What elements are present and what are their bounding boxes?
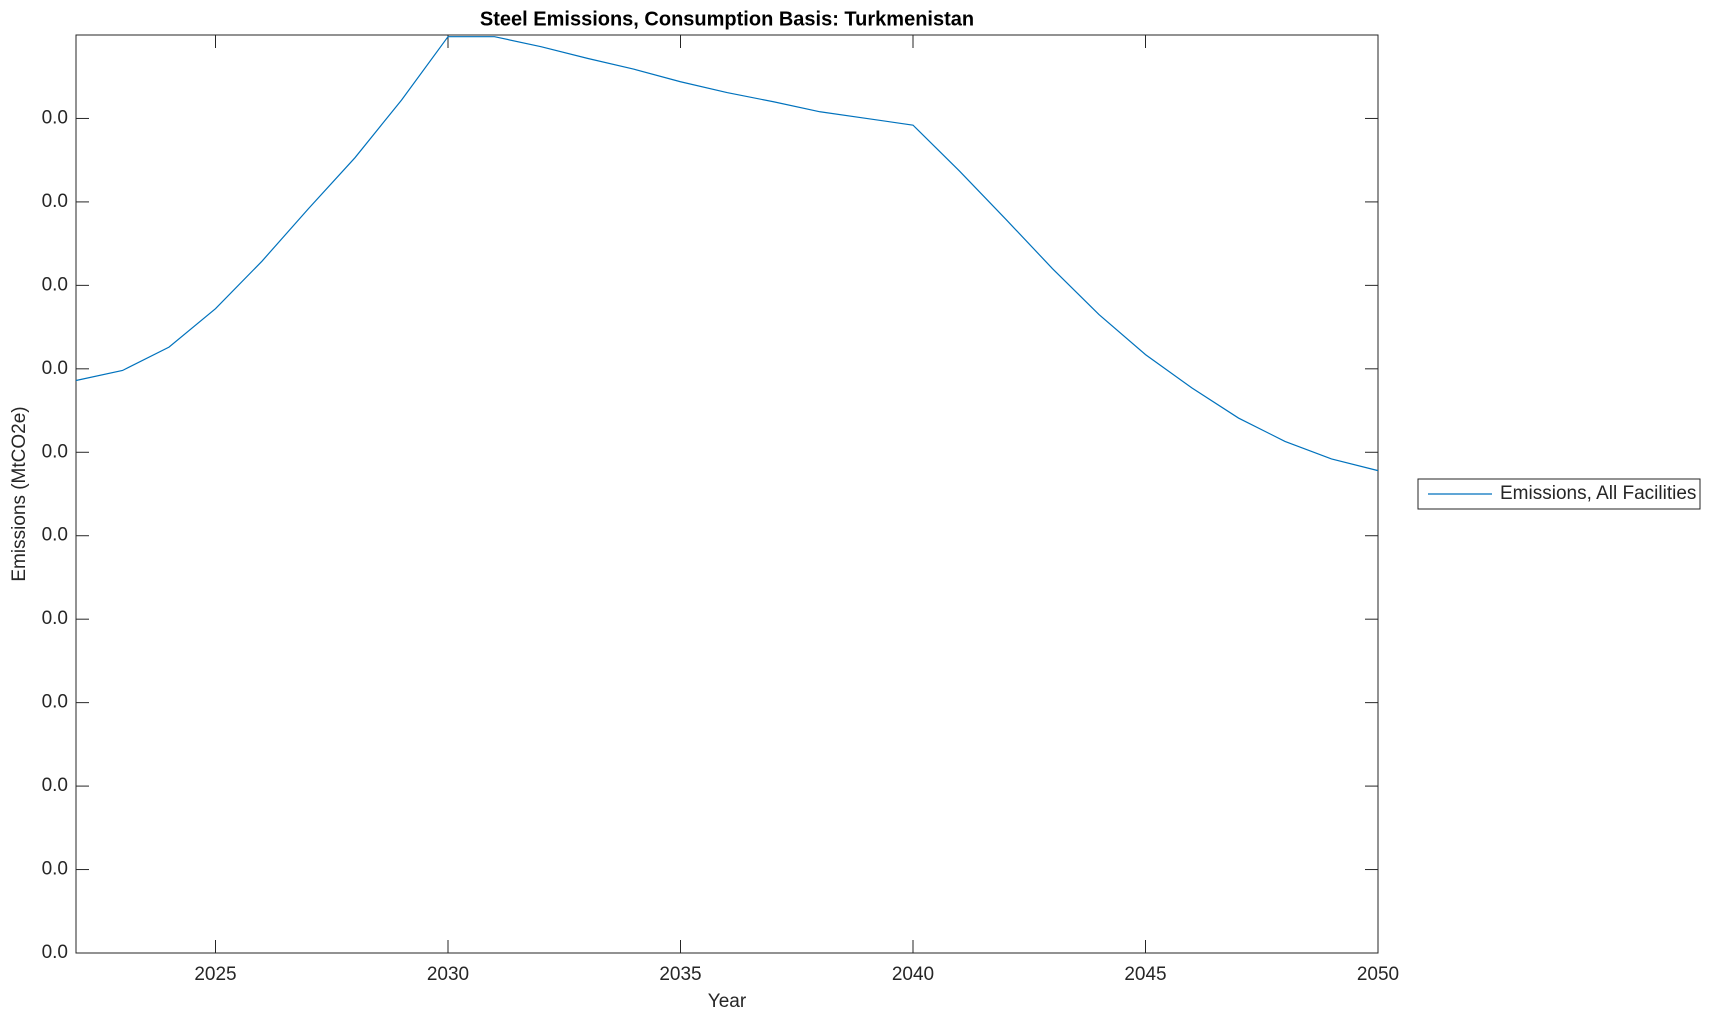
y-tick-label: 0.0 — [42, 274, 68, 295]
x-tick-label: 2050 — [1357, 964, 1399, 985]
y-tick-label: 0.0 — [42, 608, 68, 629]
x-tick-label: 2045 — [1124, 964, 1166, 985]
y-tick-label: 0.0 — [42, 525, 68, 546]
y-tick-label: 0.0 — [42, 441, 68, 462]
x-tick-label: 2030 — [427, 964, 469, 985]
data-line — [75, 36, 1379, 472]
chart-title: Steel Emissions, Consumption Basis: Turk… — [480, 8, 974, 30]
x-axis-label: Year — [708, 991, 747, 1012]
y-tick-label: 0.0 — [42, 191, 68, 212]
plot-frame — [75, 34, 1379, 954]
y-tick-label: 0.0 — [42, 942, 68, 963]
x-tick-label: 2035 — [659, 964, 701, 985]
y-tick-label: 0.0 — [42, 358, 68, 379]
y-tick-label: 0.0 — [42, 107, 68, 128]
y-tick-label: 0.0 — [42, 775, 68, 796]
y-tick-label: 0.0 — [42, 692, 68, 713]
y-tick-label: 0.0 — [42, 859, 68, 880]
x-tick-label: 2040 — [892, 964, 934, 985]
x-tick-label: 2025 — [194, 964, 236, 985]
legend-label: Emissions, All Facilities — [1500, 483, 1696, 504]
y-axis-label: Emissions (MtCO2e) — [9, 406, 30, 581]
